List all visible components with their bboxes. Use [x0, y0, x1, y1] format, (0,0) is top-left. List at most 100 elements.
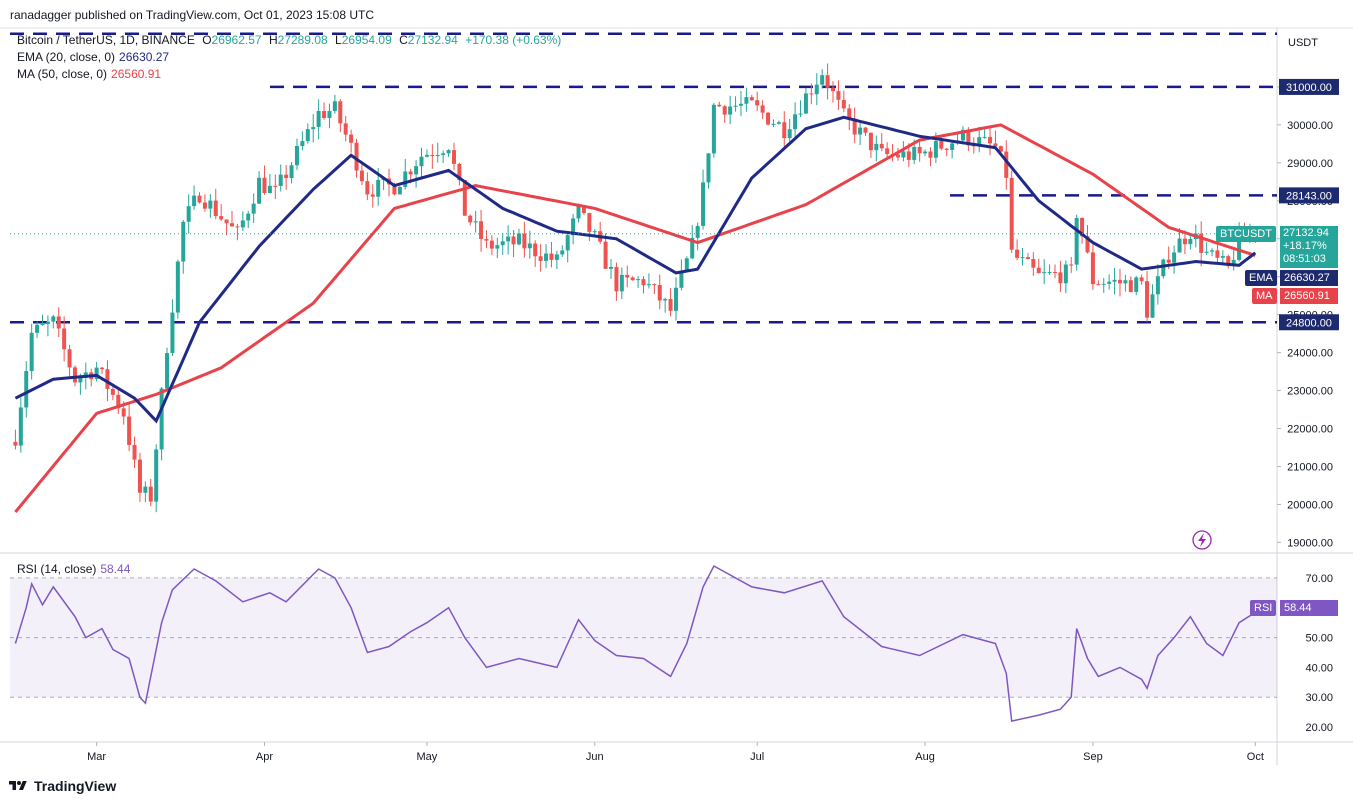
- candle-body: [305, 129, 310, 142]
- candle-body: [224, 219, 229, 224]
- candle-body: [457, 163, 462, 181]
- publisher-header: ranadagger published on TradingView.com,…: [10, 8, 375, 22]
- ema-price-badge: 26630.27: [1280, 270, 1338, 286]
- price-tick-label: 21000.00: [1287, 461, 1333, 473]
- rsi-legend: RSI (14, close) 58.44: [17, 562, 131, 576]
- currency-label[interactable]: USDT: [1288, 37, 1318, 49]
- candle-body: [143, 486, 148, 493]
- candle-body: [116, 394, 121, 409]
- candle-body: [852, 118, 857, 135]
- candle-body: [354, 142, 359, 171]
- candle-body: [1047, 272, 1052, 274]
- candle-body: [1053, 272, 1058, 274]
- candle-body: [370, 194, 375, 197]
- candle-body: [311, 127, 316, 130]
- level-price-label: 31000.00: [1286, 82, 1332, 94]
- candle-body: [1188, 238, 1193, 245]
- candle-body: [338, 101, 343, 124]
- candle-body: [170, 312, 175, 354]
- candle-body: [701, 182, 706, 226]
- candle-body: [403, 171, 408, 187]
- candle-body: [847, 108, 852, 119]
- candle-body: [489, 240, 494, 249]
- level-price-label: 24800.00: [1286, 317, 1332, 329]
- bar-countdown: 08:51:03: [1283, 253, 1326, 265]
- candle-body: [424, 154, 429, 157]
- candle-body: [246, 213, 251, 221]
- candle-body: [917, 146, 922, 154]
- candle-body: [1155, 276, 1160, 295]
- candle-body: [814, 84, 819, 95]
- candle-body: [1166, 259, 1171, 263]
- candle-body: [208, 200, 213, 209]
- candle-body: [451, 150, 456, 164]
- rsi-tick-label: 50.00: [1305, 633, 1333, 645]
- main-legend: Bitcoin / TetherUS, 1D, BINANCE O26962.5…: [17, 33, 562, 47]
- price-tick-label: 29000.00: [1287, 158, 1333, 170]
- candle-body: [663, 299, 668, 301]
- candle-body: [706, 153, 711, 183]
- rsi-tick-label: 30.00: [1305, 692, 1333, 704]
- candle-body: [868, 132, 873, 151]
- candle-body: [435, 155, 440, 157]
- candle-body: [646, 284, 651, 286]
- candle-body: [484, 239, 489, 241]
- candle-body: [576, 205, 581, 219]
- candle-body: [1204, 251, 1209, 253]
- candle-body: [213, 200, 218, 217]
- level-price-label: 28143.00: [1286, 190, 1332, 202]
- candle-body: [906, 151, 911, 160]
- candle-body: [165, 353, 170, 389]
- candle-body: [137, 459, 142, 493]
- candle-body: [609, 267, 614, 269]
- candle-body: [1237, 229, 1242, 260]
- candle-body: [376, 180, 381, 197]
- candle-body: [554, 254, 559, 260]
- candle-body: [121, 408, 126, 417]
- candle-body: [749, 97, 754, 101]
- candle-body: [1069, 264, 1074, 266]
- candle-body: [430, 154, 435, 156]
- candle-body: [560, 250, 565, 255]
- candle-body: [603, 241, 608, 269]
- candles: [13, 63, 1258, 513]
- time-tick-label: Aug: [915, 751, 935, 763]
- level-price-badge: [1279, 314, 1339, 331]
- tradingview-footer[interactable]: TradingView: [8, 778, 116, 794]
- candle-body: [771, 123, 776, 125]
- candle-body: [495, 245, 500, 249]
- candle-body: [408, 171, 413, 175]
- ema-tag: EMA: [1245, 270, 1277, 286]
- candle-body: [581, 205, 586, 214]
- last-price-value: 27132.94: [1283, 227, 1329, 239]
- candle-body: [1090, 252, 1095, 285]
- time-tick-label: Sep: [1083, 751, 1103, 763]
- candle-body: [94, 367, 99, 380]
- candle-body: [1150, 294, 1155, 318]
- ma-legend-value: 26560.91: [111, 67, 162, 81]
- candle-body: [950, 143, 955, 150]
- candle-body: [776, 122, 781, 124]
- candle-body: [744, 97, 749, 104]
- tradingview-logo-icon: [9, 781, 27, 790]
- candle-body: [695, 225, 700, 238]
- rsi-line: [14, 564, 1256, 723]
- candle-body: [1161, 259, 1166, 277]
- candle-body: [300, 141, 305, 147]
- candle-body: [625, 274, 630, 278]
- candle-body: [998, 146, 1003, 152]
- candle-body: [1226, 256, 1231, 267]
- candle-body: [538, 256, 543, 261]
- candle-body: [587, 213, 592, 232]
- candle-body: [565, 235, 570, 251]
- candle-body: [1015, 249, 1020, 258]
- candle-body: [960, 129, 965, 141]
- candle-body: [831, 87, 836, 92]
- candle-body: [446, 150, 451, 154]
- time-tick-label: Oct: [1247, 751, 1264, 763]
- candle-body: [798, 113, 803, 115]
- candle-body: [982, 136, 987, 138]
- symbol-tag: BTCUSDT: [1216, 226, 1276, 242]
- candle-body: [895, 154, 900, 158]
